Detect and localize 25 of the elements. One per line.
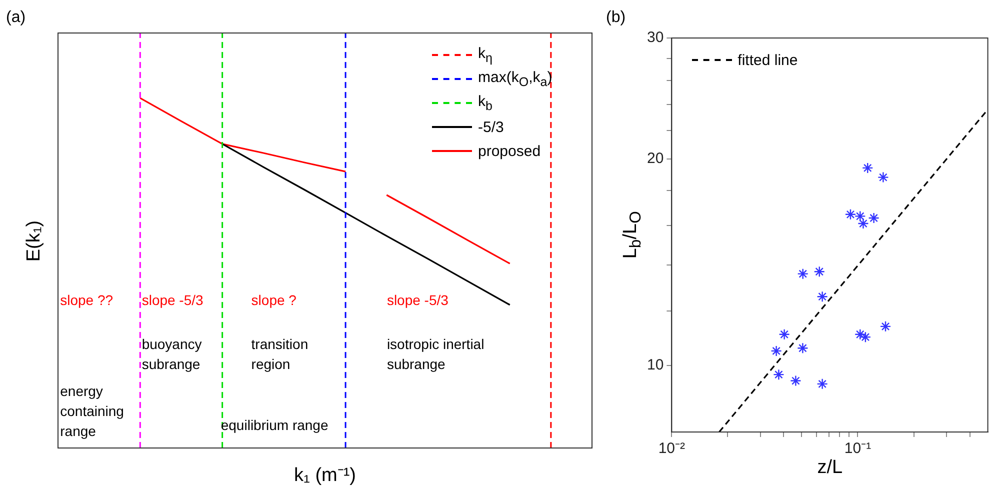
y-tick-label: 20 <box>646 150 664 168</box>
annotation: transition region <box>251 335 310 374</box>
x-tick-label: 10⁻¹ <box>844 440 872 458</box>
text: k$_{b}$ <box>478 93 492 113</box>
y-axis-title: E(k₁) <box>23 220 44 262</box>
annotation: slope ?? <box>60 292 114 308</box>
annotation: isotropic inertial subrange <box>386 335 486 374</box>
annotation: slope -5/3 <box>386 291 450 310</box>
x-axis-title: z/L <box>817 457 843 478</box>
text: k$_{η}$ <box>478 45 492 65</box>
annotation: energy containing range <box>60 382 125 441</box>
annotation: slope -5/3 <box>142 291 204 310</box>
text: max(k$_{O}$,k$_{a}$) <box>478 69 552 89</box>
text: (b) <box>606 8 626 28</box>
annotation: equilibrium range <box>220 416 330 436</box>
text: (a) <box>6 8 26 28</box>
annotation: buoyancy subrange <box>142 335 203 374</box>
y-tick-label: 10 <box>646 356 664 374</box>
legend-label: -5/3 <box>478 118 504 136</box>
legend-label: fitted line <box>738 52 798 68</box>
x-axis-title: k₁ (m⁻¹) <box>294 465 356 486</box>
x-tick-label: 10⁻² <box>658 440 686 458</box>
annotation: slope ? <box>251 291 298 310</box>
legend-label: proposed <box>478 142 541 160</box>
y-tick-label: 30 <box>646 29 664 46</box>
